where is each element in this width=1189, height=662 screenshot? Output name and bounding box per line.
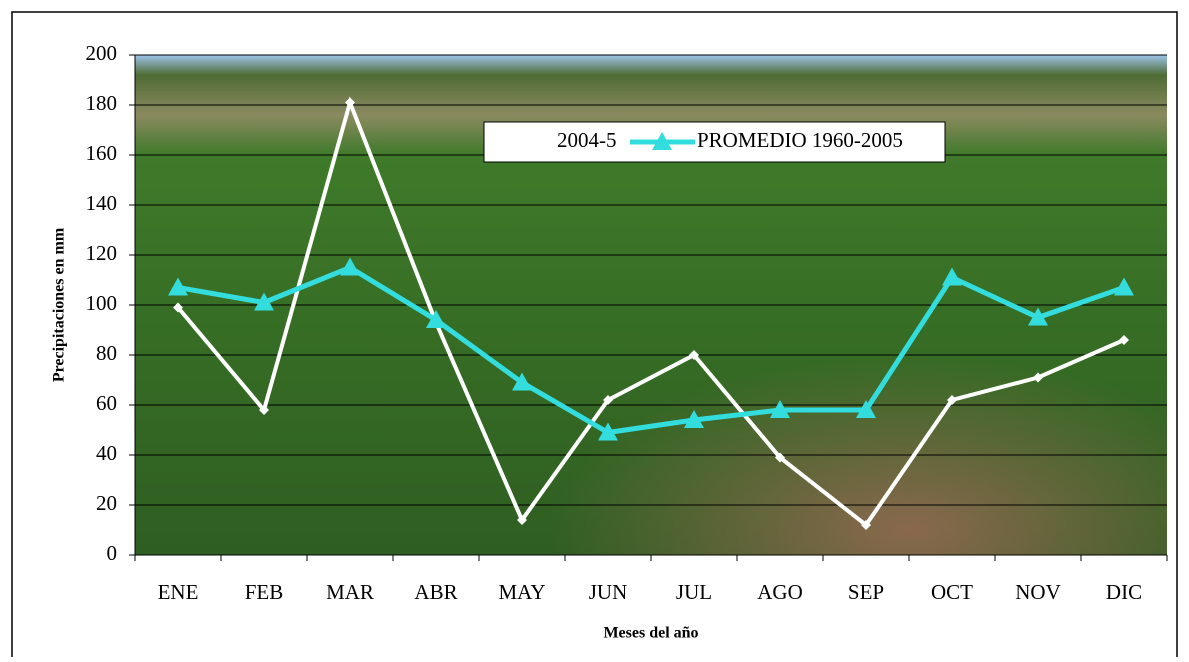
legend: 2004-5 PROMEDIO 1960-2005: [484, 122, 945, 162]
x-tick-label: NOV: [1015, 580, 1061, 604]
y-tick-label: 80: [96, 341, 117, 365]
x-tick-label: OCT: [931, 580, 973, 604]
x-tick-label: MAR: [326, 580, 374, 604]
y-tick-label: 120: [86, 241, 118, 265]
x-tick-label: ENE: [158, 580, 199, 604]
x-tick-label: DIC: [1106, 580, 1142, 604]
y-tick-label: 160: [86, 141, 118, 165]
x-tick-label: FEB: [245, 580, 284, 604]
y-tick-label: 100: [86, 291, 118, 315]
y-tick-label: 140: [86, 191, 118, 215]
legend-label: 2004-5: [557, 128, 617, 152]
y-tick-label: 60: [96, 391, 117, 415]
x-tick-label: ABR: [414, 580, 457, 604]
y-tick-label: 40: [96, 441, 117, 465]
page: {"chart_data": {"type": "line", "x_label…: [0, 0, 1189, 657]
y-tick-label: 200: [86, 41, 118, 65]
x-tick-label: AGO: [757, 580, 803, 604]
legend-label: PROMEDIO 1960-2005: [697, 128, 903, 152]
chart: Precipitaciones en mm Meses del año 2004…: [0, 0, 1189, 657]
x-axis-label: Meses del año: [603, 625, 698, 642]
y-tick-label: 180: [86, 91, 118, 115]
x-tick-label: JUN: [589, 580, 628, 604]
x-tick-label: JUL: [676, 580, 712, 604]
y-tick-label: 0: [107, 541, 118, 565]
y-axis-label: Precipitaciones en mm: [51, 227, 68, 382]
y-tick-label: 20: [96, 491, 117, 515]
x-tick-label: SEP: [848, 580, 884, 604]
x-tick-label: MAY: [498, 580, 545, 604]
